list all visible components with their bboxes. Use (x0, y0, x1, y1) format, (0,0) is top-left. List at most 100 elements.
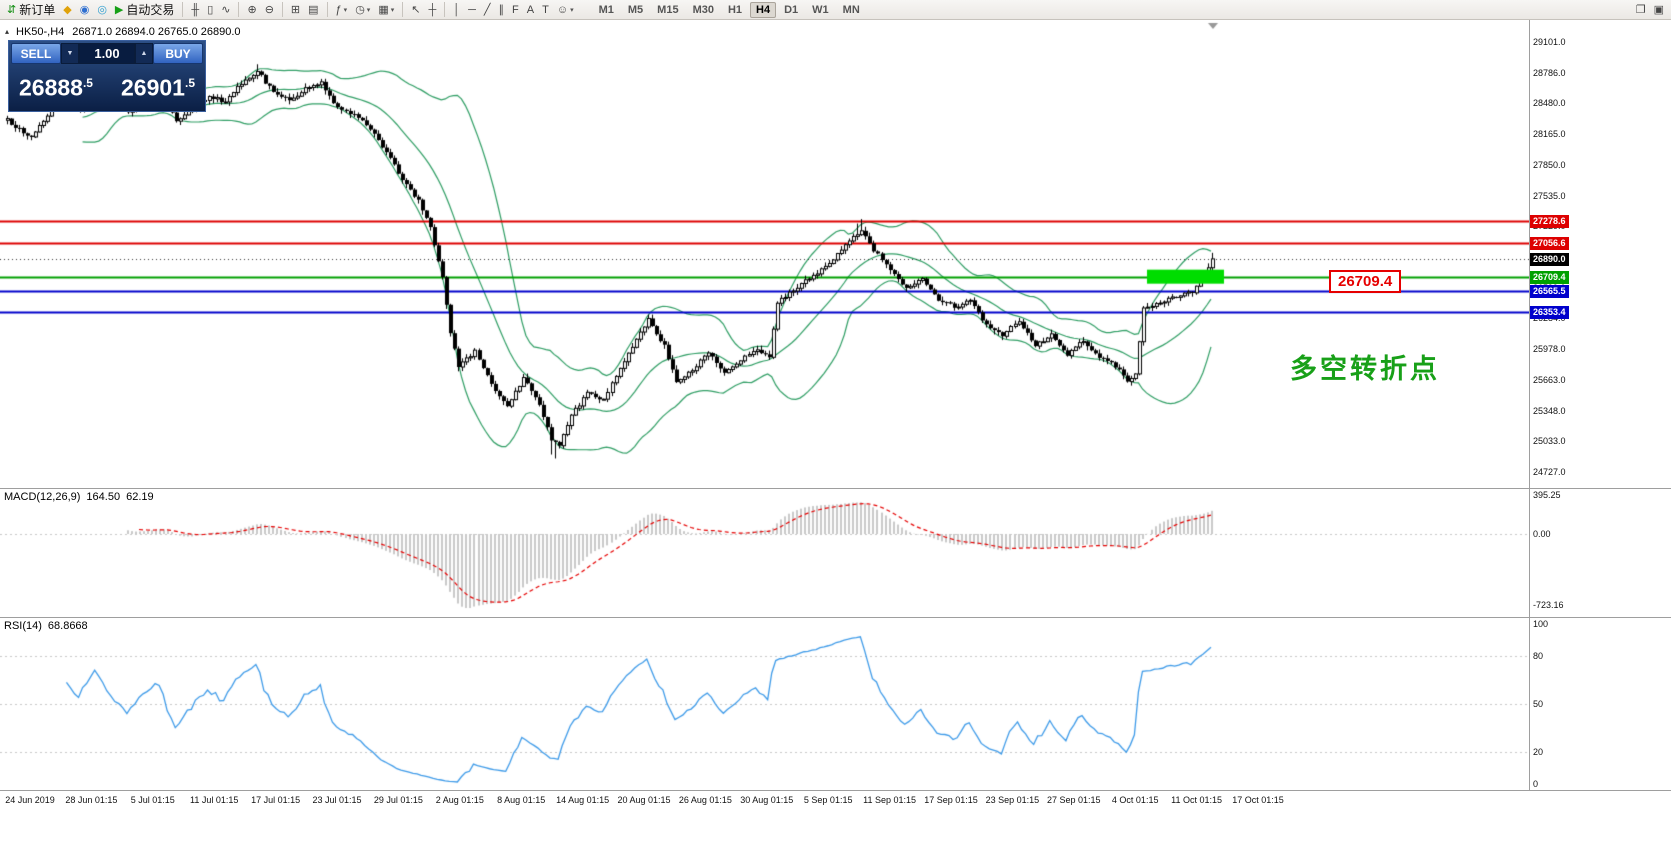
market-watch-button[interactable]: ◉ (77, 1, 93, 19)
vertical-line-button[interactable]: │ (450, 1, 463, 19)
fibonacci-button[interactable]: F (509, 1, 522, 19)
date-axis-label: 30 Aug 01:15 (740, 795, 794, 805)
channel-button[interactable]: ∥ (496, 1, 508, 19)
templates-button[interactable]: ▦ ▾ (375, 1, 397, 19)
new-order-button-label: 新订单 (19, 3, 56, 17)
symbol-period-label: HK50-,H4 (16, 26, 65, 38)
horizontal-line-button[interactable]: ─ (465, 1, 479, 19)
date-axis-label: 27 Sep 01:15 (1047, 795, 1101, 805)
indicators-button[interactable]: ƒ ▾ (333, 1, 351, 19)
price-tag: 26565.5 (1530, 284, 1569, 298)
turning-point-text[interactable]: 多空转折点 (1290, 354, 1440, 384)
zoom-in-icon: ⊕ (247, 3, 257, 16)
macd-scale-top: 395.25 (1533, 490, 1561, 500)
window-list-button[interactable]: ▣ (1651, 1, 1667, 19)
arrows-icon: ☺ (556, 3, 569, 16)
channel-icon: ∥ (498, 3, 505, 16)
toolbar: ⇵ 新订单 ◆ ◉ ◎ ▶ 自动交易 ╫ ▯ ∿ ⊕ ⊖ ⊞ ▤ ƒ ▾ ◷ ▾ ▦ ▾ ↖ ┼ │ ─ ╱ ∥ F A T ☺ ▾ M1 M… (0, 0, 1671, 20)
volume-input[interactable]: 1.00 (79, 43, 135, 64)
macd-scale-zero: 0.00 (1533, 529, 1551, 539)
trendline-button[interactable]: ╱ (481, 1, 494, 19)
macd-scale-bottom: -723.16 (1533, 600, 1564, 610)
toolbar-separator (182, 2, 184, 17)
cascade-windows-icon: ▤ (308, 3, 319, 16)
arrows-button[interactable]: ☺ ▾ (554, 1, 577, 19)
macd-signal-value: 62.19 (126, 491, 154, 503)
macd-main-value: 164.50 (86, 491, 121, 503)
timeframe-d1-button[interactable]: D1 (784, 3, 799, 16)
date-axis-label: 8 Aug 01:15 (497, 795, 546, 805)
zoom-in-button[interactable]: ⊕ (244, 1, 259, 19)
date-axis-label: 29 Jul 01:15 (373, 795, 423, 805)
date-axis-label: 11 Sep 01:15 (863, 795, 917, 805)
date-axis-label: 5 Sep 01:15 (803, 795, 853, 805)
rsi-panel-canvas[interactable] (0, 618, 1529, 790)
tile-windows-icon: ⊞ (290, 3, 301, 16)
new-chart-window-icon: ❐ (1635, 3, 1646, 16)
price-tick-label: 28786.0 (1533, 67, 1566, 78)
timeframe-mn-button[interactable]: MN (842, 3, 860, 16)
sell-button[interactable]: SELL (11, 43, 61, 64)
periods-button[interactable]: ◷ ▾ (352, 1, 373, 19)
timeframe-group: M1 M5 M15 M30 H1 H4 D1 W1 MN (592, 1, 867, 18)
main-chart-canvas[interactable] (0, 20, 1529, 488)
toolbar-separator (326, 2, 328, 17)
new-order-button[interactable]: ⇵ 新订单 (4, 1, 58, 19)
cursor-button[interactable]: ↖ (408, 1, 423, 19)
candlestick-chart-button[interactable]: ▯ (204, 1, 216, 19)
rsi-label-row: RSI(14) 68.8668 (4, 620, 94, 632)
label-button[interactable]: T (539, 1, 552, 19)
metaeditor-button[interactable]: ◆ (60, 1, 74, 19)
autotrading-icon: ▶ (114, 3, 124, 16)
toolbar-separator (402, 2, 404, 17)
autotrading-button[interactable]: ▶ 自动交易 (112, 1, 177, 19)
indicators-icon: ƒ (335, 3, 342, 16)
price-level-label[interactable]: 26709.4 (1329, 270, 1402, 293)
toolbar-separator (444, 2, 446, 17)
line-chart-button[interactable]: ∿ (218, 1, 233, 19)
timeframe-m1-button[interactable]: M1 (598, 3, 614, 16)
macd-panel-canvas[interactable] (0, 489, 1529, 617)
crosshair-icon: ┼ (428, 3, 437, 16)
timeframe-w1-button[interactable]: W1 (812, 3, 829, 16)
navigator-button[interactable]: ◎ (94, 1, 110, 19)
volume-down-button[interactable]: ▼ (61, 43, 79, 64)
zoom-out-button[interactable]: ⊖ (262, 1, 277, 19)
date-axis-separator (0, 790, 1671, 791)
new-chart-window-button[interactable]: ❐ (1633, 1, 1649, 19)
cascade-windows-button[interactable]: ▤ (305, 1, 321, 19)
price-tick-label: 24727.0 (1533, 466, 1566, 477)
window-list-icon: ▣ (1653, 3, 1664, 16)
templates-icon: ▦ (378, 3, 389, 16)
price-tick-label: 29101.0 (1533, 36, 1566, 47)
timeframe-h4-button[interactable]: H4 (750, 1, 777, 18)
volume-up-button[interactable]: ▲ (135, 43, 153, 64)
tile-windows-button[interactable]: ⊞ (288, 1, 303, 19)
fibonacci-icon: F (512, 3, 519, 16)
date-axis-label: 23 Jul 01:15 (312, 795, 362, 805)
periods-icon: ◷ (355, 3, 365, 16)
one-click-trading-panel: SELL ▼ 1.00 ▲ BUY 26888.5 26901.5 (8, 40, 206, 112)
macd-panel-separator[interactable] (0, 488, 1671, 489)
date-axis-label: 24 Jun 2019 (5, 795, 55, 805)
rsi-value: 68.8668 (47, 620, 88, 632)
buy-button[interactable]: BUY (153, 43, 203, 64)
rsi-panel-separator[interactable] (0, 617, 1671, 618)
bar-chart-button[interactable]: ╫ (188, 1, 202, 19)
timeframe-m5-button[interactable]: M5 (627, 3, 644, 16)
vertical-line-icon: │ (453, 3, 461, 16)
autotrading-button-label: 自动交易 (126, 3, 175, 17)
rsi-scale-label: 20 (1533, 747, 1544, 757)
date-axis-label: 17 Sep 01:15 (924, 795, 978, 805)
text-button[interactable]: A (524, 1, 537, 19)
timeframe-m15-button[interactable]: M15 (657, 3, 679, 16)
crosshair-button[interactable]: ┼ (425, 1, 439, 19)
date-axis-label: 2 Aug 01:15 (435, 795, 484, 805)
date-axis-label: 23 Sep 01:15 (985, 795, 1040, 805)
buy-price: 26901.5 (121, 74, 195, 101)
timeframe-h1-button[interactable]: H1 (727, 3, 743, 16)
one-click-collapse-icon[interactable]: ▴ (5, 27, 10, 36)
timeframe-m30-button[interactable]: M30 (692, 3, 714, 16)
price-tag: 26709.4 (1530, 270, 1569, 284)
price-tick-label: 25033.0 (1533, 436, 1566, 447)
